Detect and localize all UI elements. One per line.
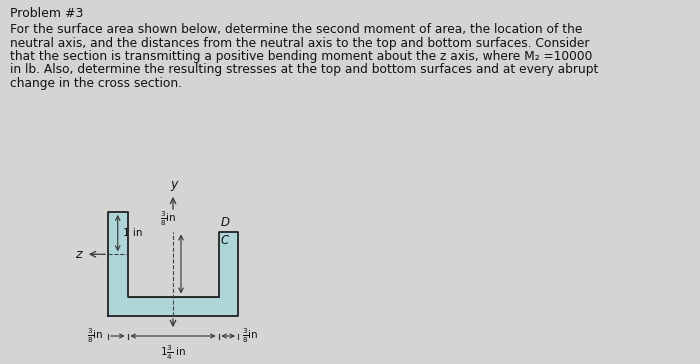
Text: D: D: [220, 215, 230, 229]
Text: $\frac{3}{8}$in: $\frac{3}{8}$in: [88, 327, 104, 345]
Text: in lb. Also, determine the resulting stresses at the top and bottom surfaces and: in lb. Also, determine the resulting str…: [10, 63, 598, 76]
Polygon shape: [108, 212, 238, 316]
Text: neutral axis, and the distances from the neutral axis to the top and bottom surf: neutral axis, and the distances from the…: [10, 36, 589, 50]
Text: y: y: [170, 178, 178, 191]
Text: C: C: [220, 233, 229, 246]
Text: $\frac{3}{8}$in: $\frac{3}{8}$in: [160, 209, 177, 228]
Text: change in the cross section.: change in the cross section.: [10, 77, 182, 90]
Text: $\frac{3}{8}$in: $\frac{3}{8}$in: [242, 327, 258, 345]
Text: $1\frac{3}{4}$ in: $1\frac{3}{4}$ in: [160, 344, 186, 363]
Text: For the surface area shown below, determine the second moment of area, the locat: For the surface area shown below, determ…: [10, 23, 582, 36]
Text: that the section is transmitting a positive bending moment about the z axis, whe: that the section is transmitting a posit…: [10, 50, 592, 63]
Text: 1 in: 1 in: [122, 228, 142, 238]
Text: z: z: [76, 248, 82, 261]
Text: Problem #3: Problem #3: [10, 7, 83, 20]
